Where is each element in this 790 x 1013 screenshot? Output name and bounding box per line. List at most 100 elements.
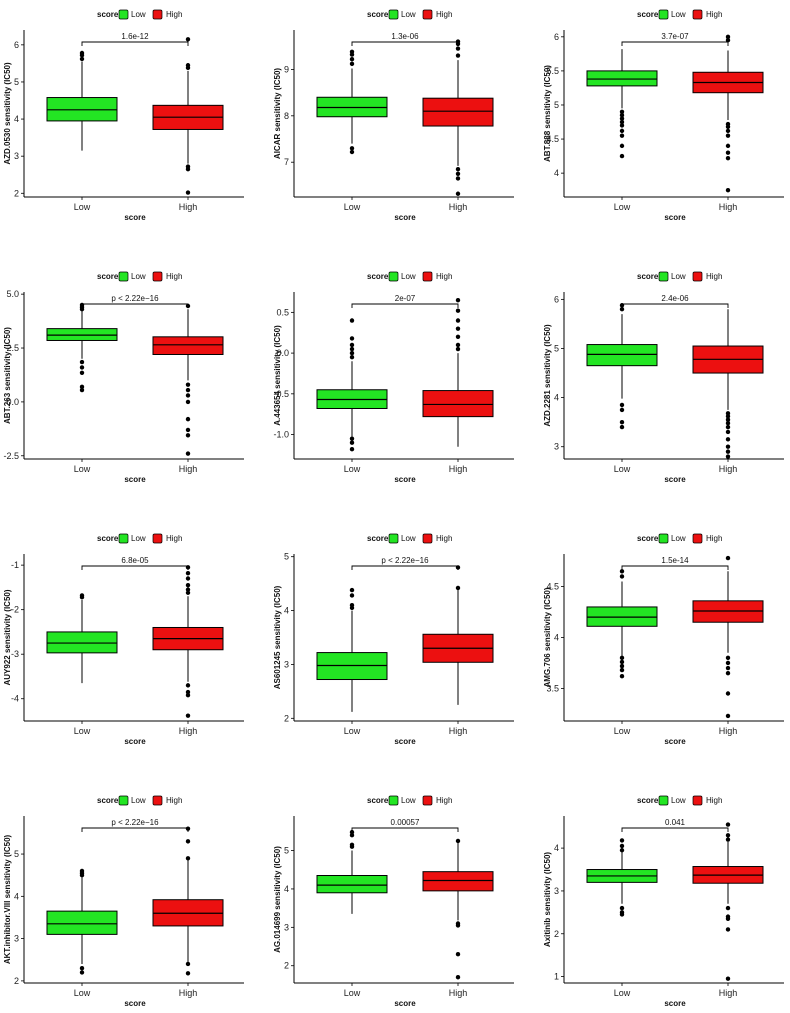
outlier-point xyxy=(725,833,731,838)
outlier-point xyxy=(79,966,85,971)
y-tick-label: -2.5 xyxy=(3,451,19,461)
outlier-point xyxy=(455,838,461,844)
legend-swatch-high xyxy=(152,271,163,282)
outlier-point xyxy=(619,402,625,408)
outlier-point xyxy=(185,427,191,433)
box-iqr xyxy=(46,910,118,935)
legend-swatch-high xyxy=(692,9,703,20)
box-low xyxy=(316,49,388,155)
significance-bracket xyxy=(351,303,459,308)
y-tick-label: 3 xyxy=(14,151,19,161)
box-low xyxy=(586,838,658,917)
legend-swatch-low xyxy=(388,533,399,544)
y-tick-label: 2 xyxy=(554,929,559,939)
outlier-point xyxy=(725,665,731,671)
x-tick-label-low: Low xyxy=(74,202,91,212)
y-tick-label: 4 xyxy=(284,606,289,616)
outlier-point xyxy=(619,574,625,579)
x-tick-label-low: Low xyxy=(74,988,91,998)
legend-label-high: High xyxy=(166,534,182,543)
outlier-point xyxy=(725,822,731,827)
outlier-point xyxy=(619,128,625,134)
x-tick-label-low: Low xyxy=(614,202,631,212)
y-tick-label: -3 xyxy=(11,649,19,659)
outlier-point xyxy=(185,416,191,422)
outlier-point xyxy=(725,143,731,149)
y-tick-label: 0.0 xyxy=(276,348,289,358)
legend-title: score xyxy=(97,272,119,281)
y-tick-label: 2 xyxy=(284,961,289,971)
legend-label-low: Low xyxy=(671,272,686,281)
legend-swatch-high xyxy=(152,9,163,20)
outlier-point xyxy=(349,602,355,608)
y-tick-label: 5.0 xyxy=(6,289,19,299)
x-tick-label-high: High xyxy=(179,464,198,474)
outlier-point xyxy=(79,365,85,370)
panel-8: score Low High 2 3 4 5 AS601245 sensitivity (IC… xyxy=(273,533,514,746)
legend-swatch-low xyxy=(658,271,669,282)
outlier-point xyxy=(455,334,461,340)
legend-label-high: High xyxy=(436,534,452,543)
outlier-point xyxy=(185,37,191,42)
outlier-point xyxy=(619,133,625,138)
y-tick-label: 5 xyxy=(284,846,289,856)
y-axis-label: AICAR sensitivity (IC50) xyxy=(273,68,282,159)
x-axis-label: score xyxy=(664,999,686,1008)
x-axis-label: score xyxy=(664,475,686,484)
outlier-point xyxy=(725,38,731,43)
significance-bracket xyxy=(621,565,729,570)
outlier-point xyxy=(79,593,85,598)
y-tick-label: 6 xyxy=(554,32,559,42)
box-high xyxy=(422,565,494,705)
outlier-point xyxy=(185,433,191,438)
outlier-point xyxy=(79,387,85,393)
legend: score Low High xyxy=(367,9,452,20)
legend-label-high: High xyxy=(706,272,722,281)
box-high xyxy=(422,39,494,196)
outlier-point xyxy=(349,346,355,352)
legend-swatch-high xyxy=(422,795,433,806)
legend-swatch-low xyxy=(658,533,669,544)
y-tick-label: 4 xyxy=(554,168,559,178)
legend-label-high: High xyxy=(166,272,182,281)
outlier-point xyxy=(725,150,731,155)
legend-swatch-low xyxy=(118,795,129,806)
box-high xyxy=(422,297,494,447)
legend-title: score xyxy=(637,272,659,281)
legend-label-low: Low xyxy=(401,534,416,543)
panel-1: score Low High 2 3 4 5 6 AZD.0530 sensitivity (I… xyxy=(3,9,244,222)
outlier-point xyxy=(185,961,191,967)
legend: score Low High xyxy=(637,271,722,282)
outlier-point xyxy=(619,306,625,312)
outlier-point xyxy=(619,655,625,661)
outlier-point xyxy=(79,370,85,376)
outlier-point xyxy=(185,689,191,695)
legend-label-low: Low xyxy=(401,796,416,805)
x-tick-label-high: High xyxy=(449,726,468,736)
outlier-point xyxy=(725,713,731,719)
outlier-point xyxy=(619,419,625,425)
y-axis-label: AZD.2281 sensitivity (IC50) xyxy=(543,324,552,427)
legend-label-high: High xyxy=(706,10,722,19)
outlier-point xyxy=(725,155,731,161)
outlier-point xyxy=(349,61,355,67)
y-axis-label: AMG.706 sensitivity (IC50) xyxy=(543,587,552,687)
x-tick-label-high: High xyxy=(179,726,198,736)
legend-swatch-low xyxy=(658,795,669,806)
outlier-point xyxy=(725,454,731,459)
y-axis-label: AS601245 sensitivity (IC50) xyxy=(273,585,282,689)
outlier-point xyxy=(619,109,625,114)
legend-swatch-low xyxy=(118,9,129,20)
y-axis-label: Axitinib sensitivity (IC50) xyxy=(543,852,552,947)
legend-swatch-low xyxy=(118,533,129,544)
outlier-point xyxy=(725,837,731,842)
box-high xyxy=(152,37,224,195)
y-tick-label: 0.5 xyxy=(276,307,289,317)
legend-swatch-low xyxy=(118,271,129,282)
legend-swatch-low xyxy=(658,9,669,20)
x-tick-label-high: High xyxy=(449,988,468,998)
box-iqr xyxy=(422,97,494,127)
outlier-point xyxy=(619,407,625,413)
